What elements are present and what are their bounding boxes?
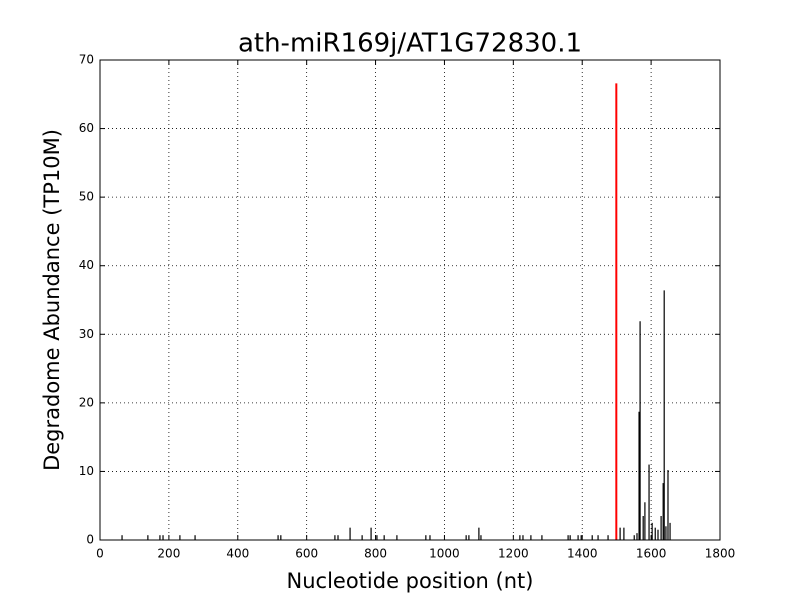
x-axis-label: Nucleotide position (nt) — [287, 569, 534, 593]
x-tick-label: 200 — [157, 547, 180, 561]
y-tick-label: 30 — [79, 327, 94, 341]
y-tick-label: 10 — [79, 464, 94, 478]
x-tick-label: 600 — [295, 547, 318, 561]
y-tick-label: 40 — [79, 258, 94, 272]
x-tick-label: 1600 — [636, 547, 667, 561]
y-tick-label: 70 — [79, 53, 94, 67]
y-axis-label: Degradome Abundance (TP10M) — [40, 129, 64, 471]
x-tick-label: 0 — [96, 547, 104, 561]
y-tick-label: 50 — [79, 190, 94, 204]
y-tick-label: 0 — [86, 533, 94, 547]
plot-frame — [99, 59, 721, 541]
x-tick-label: 1400 — [567, 547, 598, 561]
x-tick-label: 400 — [226, 547, 249, 561]
x-tick-label: 800 — [364, 547, 387, 561]
chart-title: ath-miR169j/AT1G72830.1 — [238, 29, 582, 59]
y-tick-label: 60 — [79, 121, 94, 135]
y-tick-label: 20 — [79, 395, 94, 409]
x-tick-label: 1200 — [498, 547, 529, 561]
x-tick-label: 1800 — [705, 547, 736, 561]
x-tick-label: 1000 — [429, 547, 460, 561]
